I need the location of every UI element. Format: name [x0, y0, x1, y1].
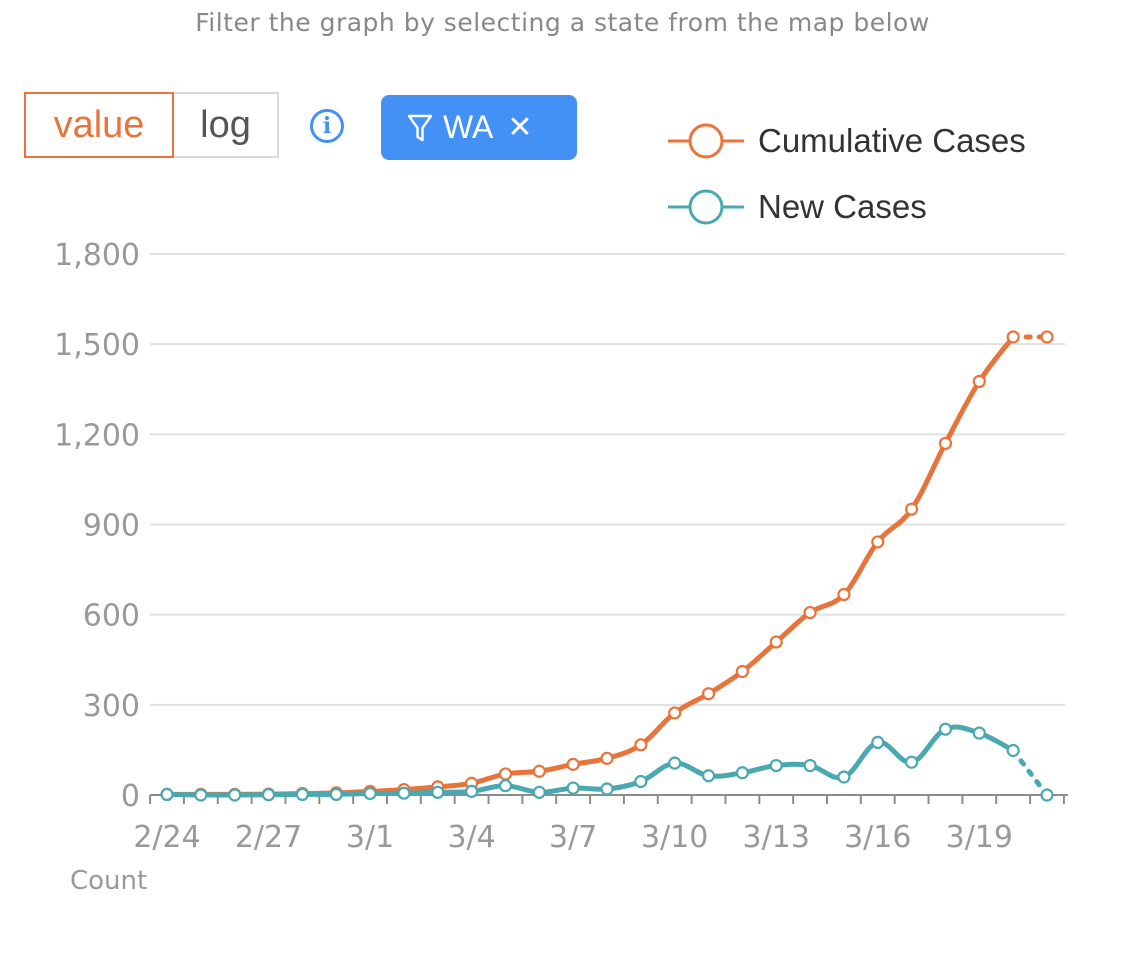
data-point-cumulative — [871, 535, 885, 549]
data-point-new — [769, 758, 783, 773]
data-point-new — [431, 785, 445, 799]
legend-marker-new-icon — [668, 189, 744, 225]
data-point-new — [498, 779, 513, 793]
data-point-cumulative — [905, 502, 919, 516]
data-point-new — [803, 758, 817, 773]
data-point-cumulative — [803, 605, 817, 620]
data-point-new — [363, 786, 377, 801]
data-point-new — [634, 774, 648, 789]
y-tick-label: 900 — [83, 509, 140, 544]
x-axis: 2/24 2/27 3/1 3/4 3/7 3/10 3/13 3/16 3/19 — [133, 794, 1068, 855]
data-point-cumulative — [1006, 330, 1020, 344]
data-point-new — [905, 755, 919, 769]
legend-marker-cumulative-icon — [668, 123, 744, 159]
legend-label-new: New Cases — [758, 188, 927, 225]
data-point-cumulative — [498, 767, 513, 781]
x-tick-label: 3/13 — [743, 820, 810, 855]
legend-item-cumulative[interactable]: Cumulative Cases — [668, 108, 1026, 174]
chart-legend: Cumulative Cases New Cases — [668, 108, 1026, 240]
data-point-new — [160, 787, 174, 801]
scale-value-button[interactable]: value — [24, 92, 174, 158]
x-tick-label: 2/27 — [235, 820, 302, 855]
close-icon[interactable]: ✕ — [507, 111, 533, 144]
y-tick-label: 600 — [83, 599, 140, 634]
legend-label-cumulative: Cumulative Cases — [758, 122, 1026, 159]
data-point-new — [228, 788, 242, 802]
data-point-new — [532, 785, 546, 799]
y-tick-label: 1,200 — [54, 418, 140, 453]
data-point-cumulative — [668, 706, 682, 720]
data-point-new — [194, 788, 208, 802]
data-point-cumulative — [837, 587, 851, 602]
data-point-cumulative — [972, 374, 986, 389]
data-point-new — [837, 770, 851, 784]
y-tick-label: 1,500 — [54, 328, 140, 363]
y-axis-ticks: 0 300 600 900 1,200 1,500 1,800 — [54, 238, 140, 814]
data-point-new — [566, 781, 580, 795]
data-point-new — [1040, 788, 1054, 802]
data-point-new — [600, 782, 614, 796]
data-point-new — [735, 766, 749, 780]
data-point-cumulative — [532, 764, 546, 778]
data-point-new — [261, 788, 276, 802]
x-tick-label: 2/24 — [133, 820, 200, 855]
data-point-new — [938, 722, 953, 736]
data-point-new — [972, 726, 986, 740]
y-tick-label: 1,800 — [54, 238, 140, 273]
info-icon[interactable]: i — [310, 109, 344, 143]
map-filter-hint: Filter the graph by selecting a state fr… — [195, 8, 930, 37]
chart-grid — [150, 253, 1065, 706]
data-point-new — [329, 787, 343, 801]
legend-item-new[interactable]: New Cases — [668, 174, 1026, 240]
x-tick-label: 3/19 — [946, 820, 1013, 855]
state-filter-chip[interactable]: WA ✕ — [381, 95, 577, 160]
x-tick-label: 3/16 — [844, 820, 911, 855]
filter-icon — [407, 114, 433, 141]
data-point-cumulative — [600, 751, 614, 765]
data-point-new — [701, 769, 716, 783]
data-point-new — [465, 784, 479, 798]
y-axis-label: Count — [70, 866, 148, 896]
data-point-cumulative — [634, 738, 648, 752]
x-tick-label: 3/7 — [549, 820, 597, 855]
data-point-new — [397, 786, 411, 800]
data-point-new — [871, 735, 885, 750]
x-tick-label: 3/4 — [447, 820, 495, 855]
x-tick-label: 3/1 — [346, 820, 394, 855]
data-point-new — [1006, 743, 1020, 758]
data-point-new — [668, 756, 682, 770]
chart-series — [160, 330, 1054, 802]
scale-log-button[interactable]: log — [174, 92, 279, 158]
data-point-cumulative — [769, 635, 783, 649]
data-point-cumulative — [735, 664, 749, 679]
series-line-cumulative — [164, 334, 1016, 797]
y-tick-label: 300 — [83, 689, 140, 724]
data-point-cumulative — [701, 687, 716, 701]
data-point-cumulative — [938, 436, 953, 450]
y-tick-label: 0 — [121, 779, 140, 814]
data-point-cumulative — [1040, 330, 1054, 344]
data-point-cumulative — [566, 757, 580, 771]
filter-chip-label: WA — [443, 109, 494, 145]
x-tick-label: 3/10 — [641, 820, 708, 855]
data-point-new — [295, 787, 309, 801]
series-projection-new — [1010, 748, 1050, 798]
scale-toggle: value log — [24, 92, 279, 158]
